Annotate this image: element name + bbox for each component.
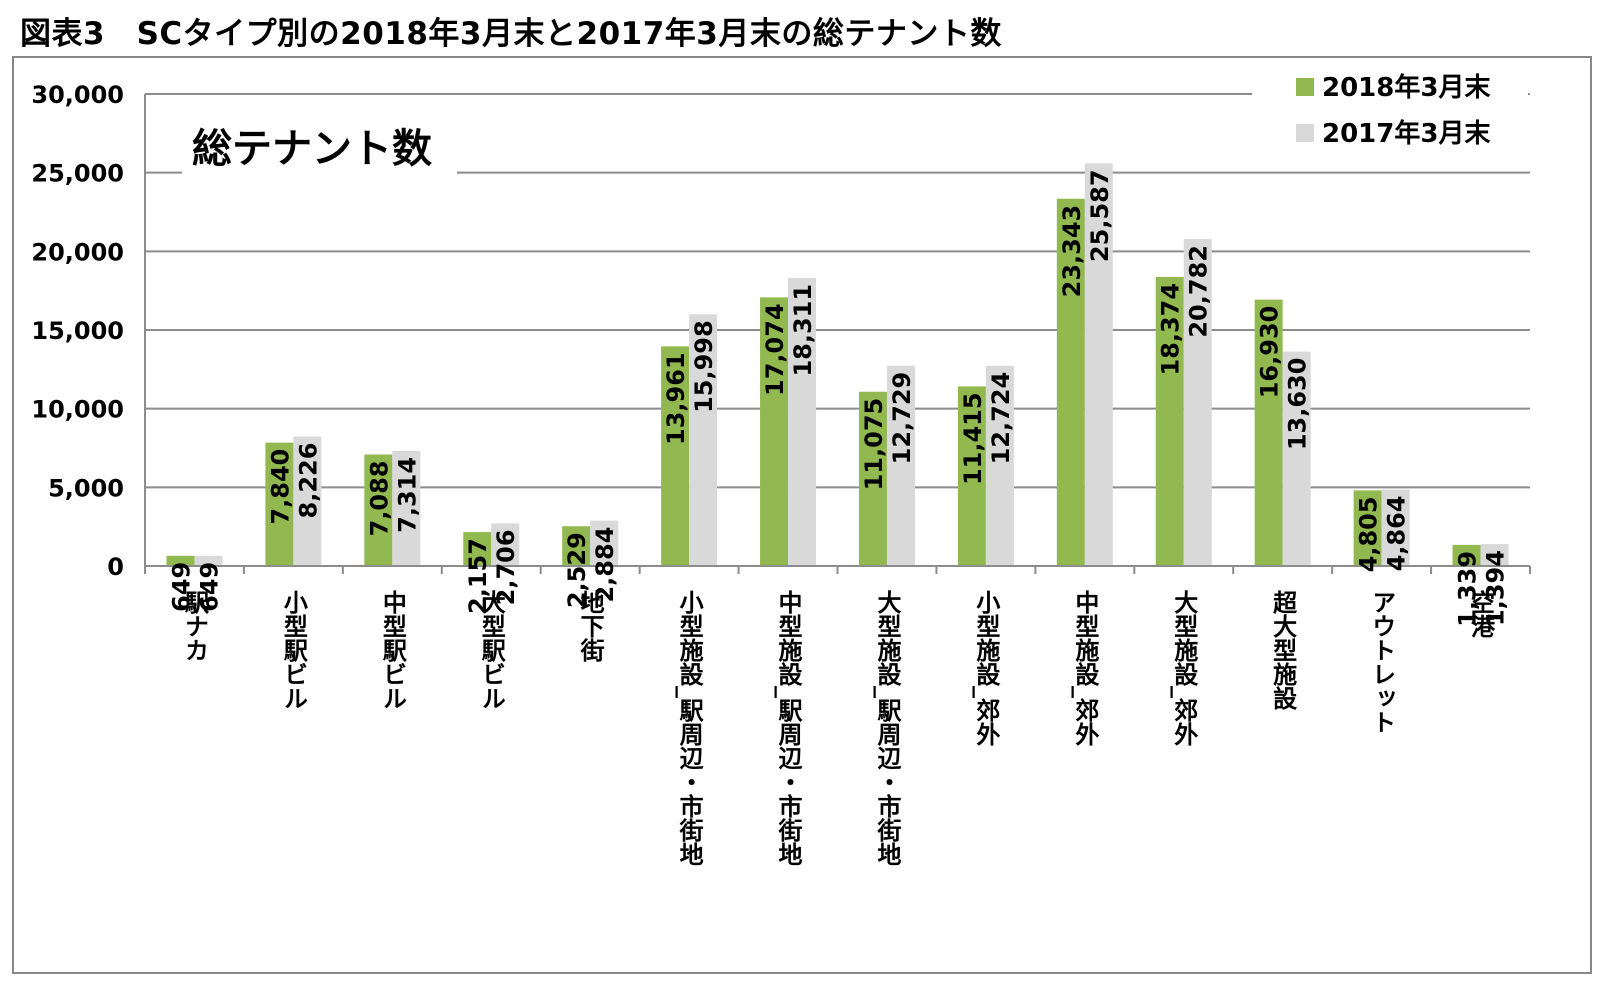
data-label: 13,630 <box>1284 358 1312 451</box>
bar-2017 <box>1480 544 1509 566</box>
bar-2017 <box>1381 489 1410 566</box>
x-tick-label: 超大型施設 <box>1269 590 1297 711</box>
x-tick-label: 小型施設_駅周辺・市街地 <box>675 590 704 866</box>
bar-2017 <box>788 277 817 566</box>
bar-2017 <box>491 523 520 566</box>
x-tick-label: 小型駅ビル <box>279 590 307 710</box>
y-tick-label: 20,000 <box>31 238 124 266</box>
y-tick-labels: 0 5,000 10,000 15,000 20,000 25,000 30,000 <box>31 81 124 581</box>
bar-2017 <box>194 555 223 566</box>
subtitle-group: 総テナント数 <box>182 118 457 182</box>
bar-2018 <box>661 346 690 566</box>
x-tick-label: 空港 <box>1467 589 1495 638</box>
data-label: 2,884 <box>591 527 619 603</box>
x-tick-label: 中型施設_駅周辺・市街地 <box>774 590 803 866</box>
x-tick-label: 中型駅ビル <box>378 590 406 710</box>
bar-2018 <box>1353 490 1382 566</box>
data-label: 12,724 <box>987 372 1015 465</box>
data-label: 15,998 <box>690 320 718 413</box>
x-tick-label: 中型施設_郊外 <box>1071 590 1099 746</box>
data-label: 18,374 <box>1157 283 1185 376</box>
legend-label: 2018年3月末 <box>1322 72 1491 103</box>
y-tick-label: 15,000 <box>31 317 124 345</box>
bar-2017 <box>689 314 718 566</box>
data-label: 11,075 <box>860 398 888 491</box>
bar-2017 <box>985 365 1014 566</box>
bar-2018 <box>562 526 591 566</box>
data-labels: 649 7,840 7,088 2,157 2,529 13,961 17,074 11,07… <box>167 169 1509 626</box>
data-label: 11,415 <box>959 392 987 485</box>
bar-2018 <box>858 391 887 566</box>
y-tick-label: 10,000 <box>31 396 124 424</box>
data-label: 1,339 <box>1454 551 1482 627</box>
data-label: 12,729 <box>888 372 916 465</box>
bar-2018 <box>463 532 492 566</box>
bar-2018 <box>1452 544 1481 566</box>
y-tick-label: 5,000 <box>48 474 124 502</box>
legend-swatch-2017 <box>1296 124 1314 142</box>
bar-2017 <box>1084 163 1113 566</box>
bars <box>166 163 1509 567</box>
x-tick-labels: 駅ナカ 小型駅ビル 中型駅ビル 大型駅ビル 地下街 小型施設_駅周辺・市街地 中型施設_駅周… <box>180 589 1494 866</box>
bar-2018 <box>166 555 195 566</box>
bar-2017 <box>590 520 619 566</box>
legend-label: 2017年3月末 <box>1322 118 1491 149</box>
chart-subtitle: 総テナント数 <box>192 126 432 172</box>
bar-2017 <box>886 365 915 566</box>
data-label: 4,805 <box>1355 496 1383 572</box>
bar-2018 <box>265 442 294 566</box>
data-label: 2,529 <box>563 532 591 608</box>
data-label: 17,074 <box>761 303 789 396</box>
y-tick-label: 0 <box>107 553 124 581</box>
x-tick-label: 大型駅ビル <box>477 590 505 710</box>
x-tick-label: 大型施設_郊外 <box>1170 590 1198 746</box>
bar-2018 <box>1155 276 1184 566</box>
data-label: 1,394 <box>1482 550 1510 626</box>
bar-2018 <box>760 297 789 566</box>
data-label: 18,311 <box>789 284 817 377</box>
data-label: 16,930 <box>1256 306 1284 399</box>
bar-2018 <box>957 386 986 566</box>
data-label: 20,782 <box>1185 245 1213 338</box>
data-label: 649 <box>195 562 223 612</box>
bar-2017 <box>1183 239 1212 567</box>
x-tick-label: 駅ナカ <box>180 590 208 662</box>
data-label: 4,864 <box>1383 495 1411 571</box>
bar-2018 <box>1056 198 1085 566</box>
data-label: 2,157 <box>464 538 492 614</box>
bar-2017 <box>392 450 421 566</box>
x-tick-label: 大型施設_駅周辺・市街地 <box>873 590 902 866</box>
data-label: 7,088 <box>365 460 393 536</box>
data-label: 2,706 <box>492 529 520 605</box>
axes <box>144 94 1531 574</box>
y-tick-label: 25,000 <box>31 160 124 188</box>
bar-2017 <box>293 436 322 566</box>
data-label: 13,961 <box>662 352 690 445</box>
bar-2017 <box>1282 351 1311 566</box>
data-label: 7,840 <box>266 449 294 525</box>
chart-frame <box>12 56 1592 974</box>
data-label: 23,343 <box>1058 205 1086 298</box>
x-tick-label: アウトレット <box>1368 590 1396 734</box>
data-label: 8,226 <box>294 443 322 519</box>
subtitle-background <box>182 118 457 182</box>
x-tick-label: 地下街 <box>576 590 605 663</box>
data-label: 7,314 <box>393 457 421 533</box>
data-label: 649 <box>167 562 195 612</box>
figure-title: 図表3 SCタイプ別の2018年3月末と2017年3月末の総テナント数 <box>20 16 1002 52</box>
y-tick-label: 30,000 <box>31 81 124 109</box>
bar-2018 <box>1254 299 1283 566</box>
legend-swatch-2018 <box>1296 78 1314 96</box>
data-label: 25,587 <box>1086 169 1114 262</box>
bar-2018 <box>364 454 393 566</box>
x-tick-label: 小型施設_郊外 <box>972 590 1000 746</box>
legend: 2018年3月末 2017年3月末 <box>1252 66 1528 162</box>
